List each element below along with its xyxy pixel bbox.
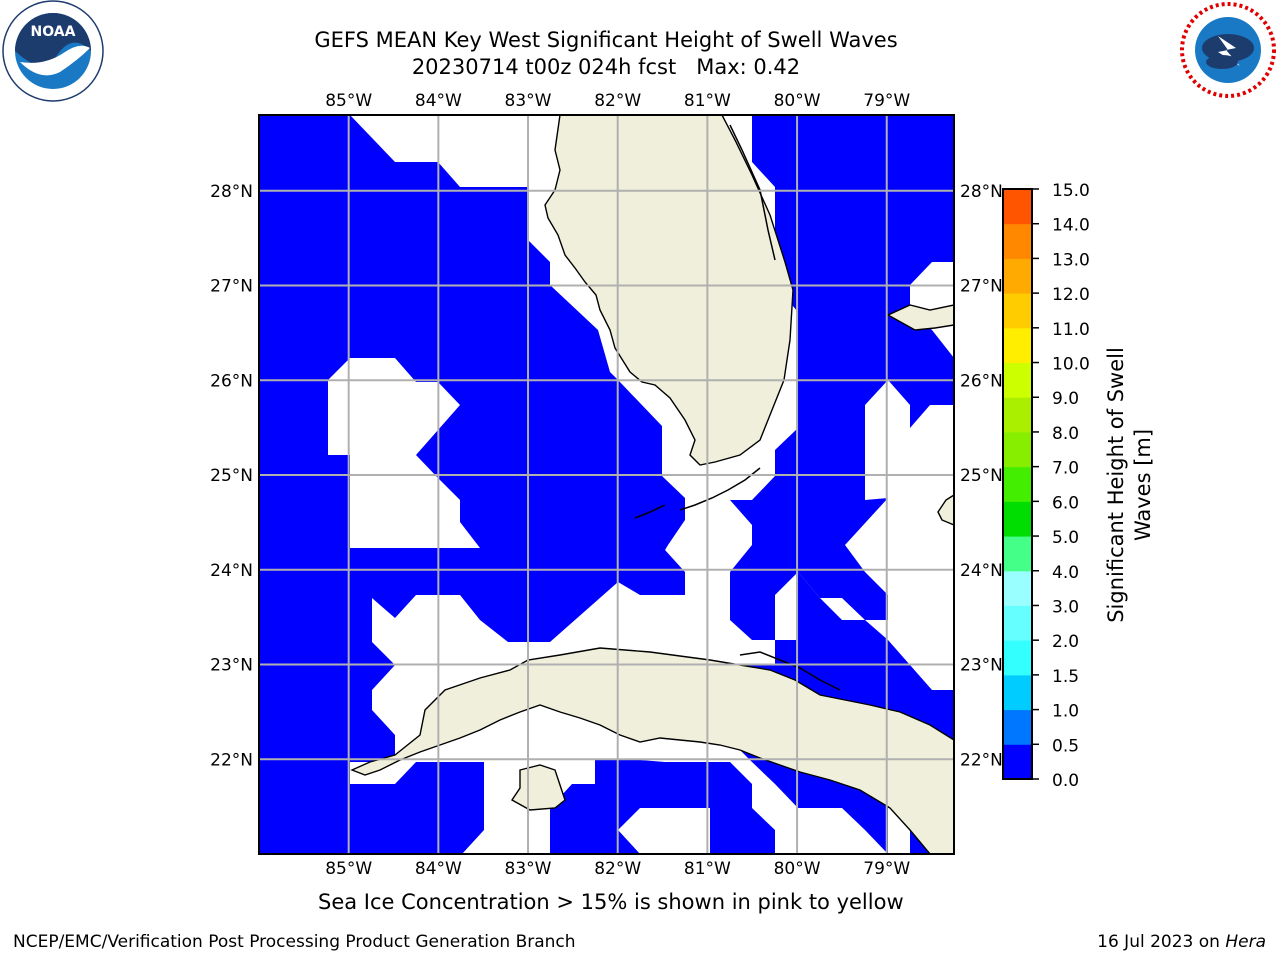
lon-tick-label-top: 83°W [505,91,552,111]
lon-tick-label-top: 82°W [594,91,641,111]
lat-tick-label-right: 27°N [960,277,1003,297]
lon-tick-label-top: 84°W [415,91,462,111]
noaa-logo-text: NOAA [31,24,76,40]
lat-tick-label-right: 26°N [960,371,1003,391]
colorbar-swatch [1003,501,1032,537]
land [350,115,954,854]
colorbar-swatch [1003,640,1032,676]
lat-tick-label-left: 26°N [210,371,253,391]
colorbar-tick-label: 9.0 [1052,389,1079,409]
no-data-patch [665,808,706,852]
footer-date-text: 16 Jul 2023 on [1097,932,1226,952]
colorbar-swatch [1003,258,1032,294]
lat-tick-label-right: 28°N [960,182,1003,202]
colorbar-tick-label: 11.0 [1052,320,1090,340]
lon-tick-label-bottom: 79°W [863,859,910,879]
colorbar-swatch [1003,223,1032,259]
colorbar-swatch [1003,605,1032,641]
lat-tick-label-right: 24°N [960,561,1003,581]
lat-tick-label-left: 28°N [210,182,253,202]
colorbar-tick-label: 2.0 [1052,632,1079,652]
lat-tick-label-left: 25°N [210,466,253,486]
colorbar-tick-label: 8.0 [1052,424,1079,444]
colorbar-swatch [1003,397,1032,433]
lat-tick-label-left: 23°N [210,656,253,676]
lower-keys [634,504,666,519]
lon-tick-label-top: 79°W [863,91,910,111]
footer-host: Hera [1225,932,1266,952]
colorbar-tick-label: 6.0 [1052,493,1079,513]
colorbar-swatch [1003,570,1032,606]
lon-tick-label-bottom: 82°W [594,859,641,879]
colorbar-tick-label: 1.0 [1052,702,1079,722]
lat-tick-label-right: 23°N [960,656,1003,676]
land-bahamas [886,304,954,331]
land-cuba [350,647,954,854]
colorbar-tick-label: 5.0 [1052,528,1079,548]
colorbar-frame [1002,188,1033,780]
colorbar-tick-label: 7.0 [1052,459,1079,479]
colorbar-tick-label: 3.0 [1052,597,1079,617]
title-line-2: 20230714 t00z 024h fcst Max: 0.42 [411,55,801,79]
colorbar-tick-label: 13.0 [1052,250,1090,270]
land-isle-of-youth [510,764,566,811]
lon-tick-label-bottom: 83°W [505,859,552,879]
swell-region-northeast [730,115,954,640]
colorbar-swatch [1003,744,1032,780]
lat-tick-label-right: 25°N [960,466,1003,486]
colorbar-tick-label: 14.0 [1052,216,1090,236]
florida-keys [679,467,761,511]
lon-tick-label-top: 85°W [325,91,372,111]
lon-tick-label-bottom: 80°W [774,859,821,879]
colorbar-swatch [1003,466,1032,502]
colorbar-tick-label: 1.5 [1052,667,1079,687]
map-frame [258,114,955,855]
colorbar-tick-label: 4.0 [1052,563,1079,583]
swell-region-south-2 [665,762,775,854]
lon-tick-label-bottom: 85°W [325,859,372,879]
swell-region-west [259,115,685,854]
colorbar: 0.0 0.5 1.0 1.5 2.0 3.0 4.0 5.0 6.0 7.0 8.0 9.0 10.0… [1002,181,1090,791]
lon-tick-label-bottom: 84°W [415,859,462,879]
colorbar-swatch [1003,293,1032,329]
colorbar-tick-label: 12.0 [1052,285,1090,305]
lat-tick-label-left: 22°N [210,750,253,770]
colorbar-swatch [1003,189,1032,225]
colorbar-swatch [1003,709,1032,745]
colorbar-tick-label: 15.0 [1052,181,1090,201]
sea-ice-note: Sea Ice Concentration > 15% is shown in … [318,890,904,914]
land-florida [544,115,794,466]
land-bahamas-2 [937,494,954,526]
lon-tick-label-top: 81°W [684,91,731,111]
footer-branch: NCEP/EMC/Verification Post Processing Pr… [13,932,576,952]
lat-tick-label-right: 22°N [960,750,1003,770]
colorbar-swatch [1003,536,1032,572]
colorbar-swatch [1003,431,1032,468]
colorbar-tick-label: 0.5 [1052,736,1079,756]
lon-tick-label-top: 80°W [774,91,821,111]
noaa-logo: NOAA [2,0,104,102]
title-line-1: GEFS MEAN Key West Significant Height of… [314,28,898,52]
lat-tick-label-left: 24°N [210,561,253,581]
colorbar-tick-label: 10.0 [1052,355,1090,375]
lat-tick-label-left: 27°N [210,277,253,297]
graticule [259,115,954,854]
colorbar-tick-label: 0.0 [1052,771,1079,791]
footer-date: 16 Jul 2023 on Hera [1097,932,1266,952]
colorbar-swatch [1003,327,1032,364]
lon-tick-label-bottom: 81°W [684,859,731,879]
colorbar-label-line-2: Waves [m] [1131,429,1155,541]
nws-logo [1180,2,1276,98]
colorbar-label-line-1: Significant Height of Swell [1104,347,1128,623]
colorbar-swatch [1003,362,1032,398]
colorbar-swatch [1003,674,1032,711]
